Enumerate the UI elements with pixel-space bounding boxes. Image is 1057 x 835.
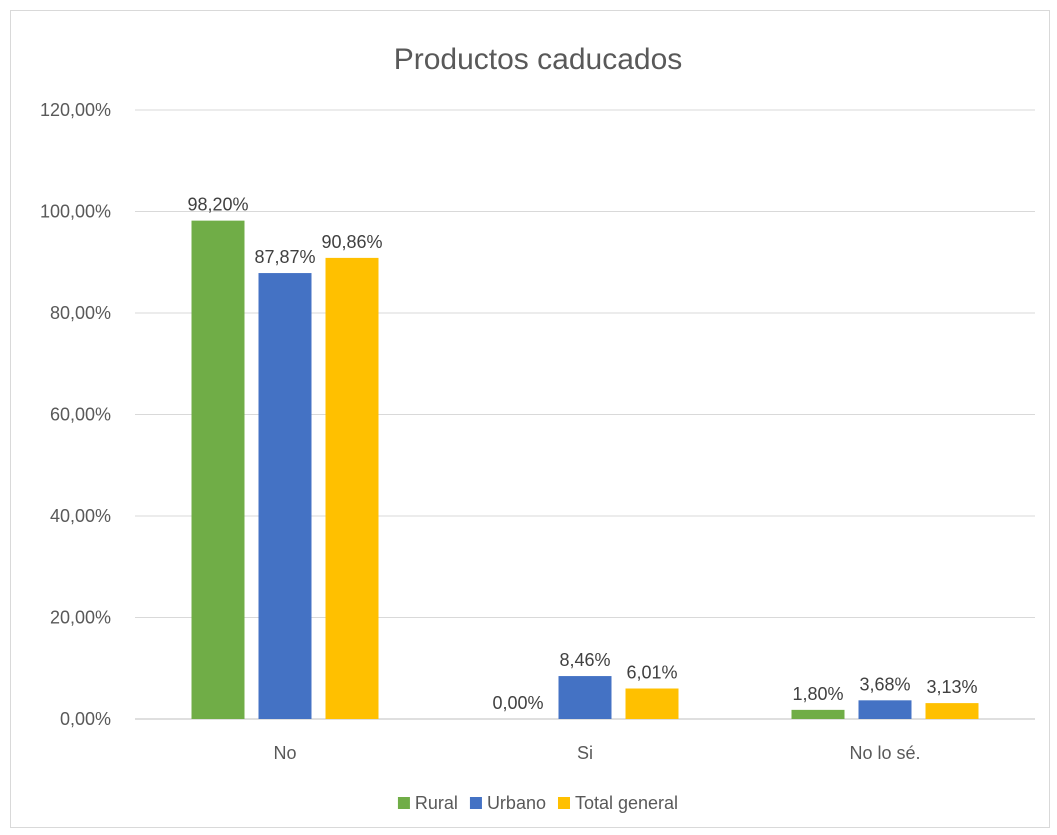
legend-label: Urbano	[487, 793, 546, 813]
data-label: 3,13%	[926, 677, 977, 697]
data-label: 1,80%	[792, 684, 843, 704]
labels-layer: 98,20% 87,87% 90,86% No 0,00% 8,46% 6,01% Si 1,8…	[187, 195, 977, 763]
data-label: 6,01%	[626, 662, 677, 682]
bars-layer	[191, 220, 979, 719]
data-label: 87,87%	[254, 247, 315, 267]
bar-total-general	[325, 257, 379, 719]
data-label: 98,20%	[187, 195, 248, 215]
y-tick-label: 20,00%	[50, 608, 111, 628]
bar-urbano	[858, 700, 912, 719]
bar-urbano	[558, 676, 612, 719]
y-tick-label: 60,00%	[50, 405, 111, 425]
legend-item: Rural	[397, 793, 458, 813]
legend-swatch	[469, 797, 482, 809]
legend-label: Total general	[575, 793, 678, 813]
x-category-label: No lo sé.	[849, 743, 920, 763]
chart-title: Productos caducados	[394, 43, 683, 76]
bar-total-general	[925, 703, 979, 719]
x-category-label: Si	[577, 743, 593, 763]
y-tick-label: 40,00%	[50, 506, 111, 526]
data-label: 90,86%	[321, 232, 382, 252]
data-label: 8,46%	[559, 650, 610, 670]
bar-rural	[791, 709, 845, 719]
legend-item: Urbano	[469, 793, 546, 813]
bar-urbano	[258, 273, 312, 719]
legend-label: Rural	[415, 793, 458, 813]
y-tick-label: 100,00%	[40, 202, 111, 222]
bar-total-general	[625, 688, 679, 719]
chart-svg: Productos caducados 0,00% 20,00% 40,00% 60,…	[40, 43, 1035, 813]
chart-frame: Productos caducados 0,00% 20,00% 40,00% 60,…	[10, 10, 1050, 828]
x-category-label: No	[273, 743, 296, 763]
legend-swatch	[397, 797, 410, 809]
legend-swatch	[557, 797, 570, 809]
data-label: 0,00%	[492, 693, 543, 713]
y-tick-label: 80,00%	[50, 303, 111, 323]
legend: Rural Urbano Total general	[397, 793, 678, 813]
bar-rural	[191, 220, 245, 719]
data-label: 3,68%	[859, 674, 910, 694]
y-tick-label: 0,00%	[60, 709, 111, 729]
legend-item: Total general	[557, 793, 678, 813]
y-tick-label: 120,00%	[40, 100, 111, 120]
